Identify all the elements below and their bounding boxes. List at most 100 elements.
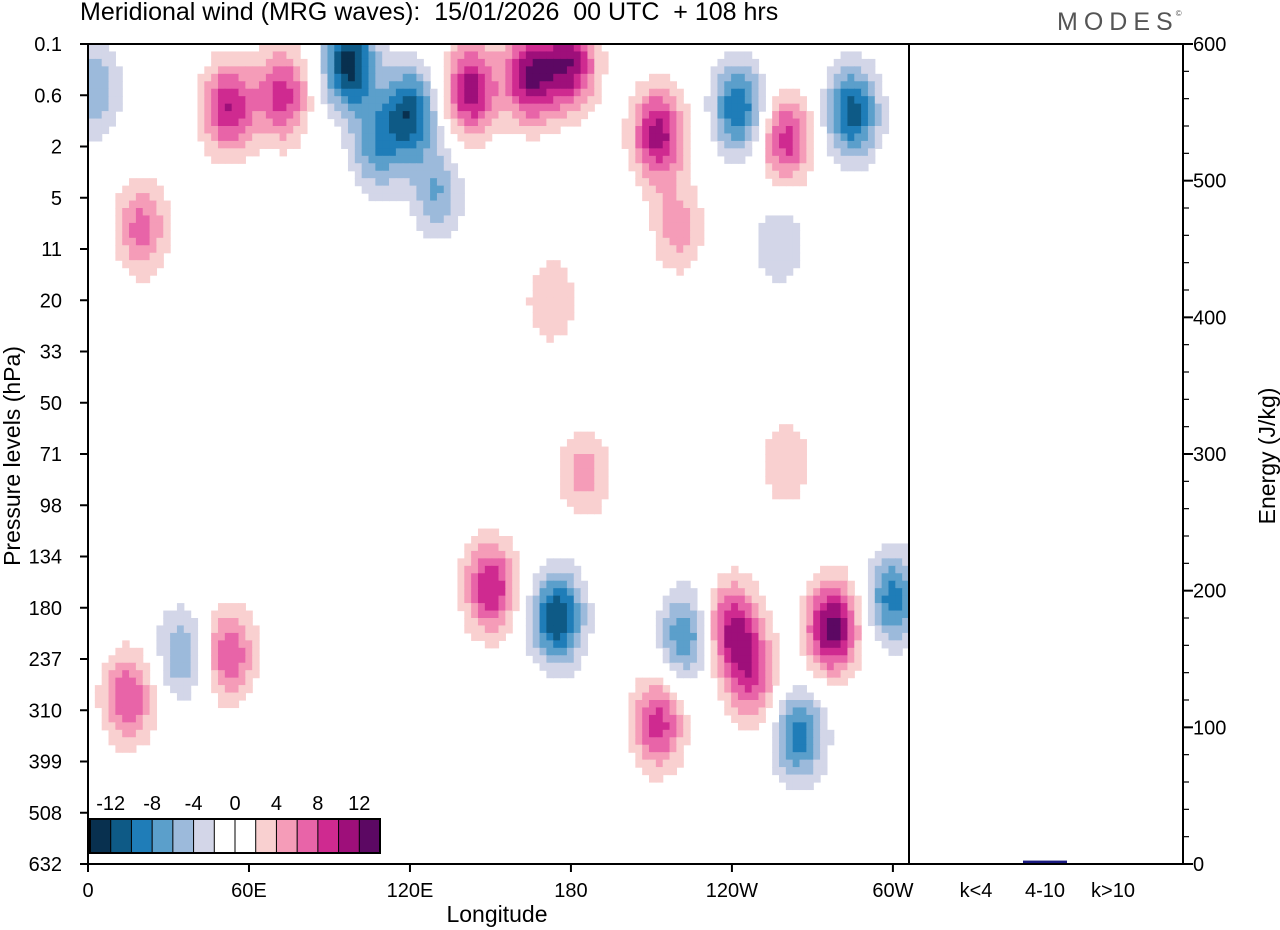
- field-cell: [881, 573, 890, 582]
- field-cell: [635, 88, 643, 97]
- field-cell: [491, 580, 500, 589]
- field-cell: [532, 290, 541, 299]
- field-cell: [806, 729, 814, 738]
- field-cell: [122, 655, 130, 664]
- field-cell: [88, 81, 96, 90]
- field-cell: [717, 140, 725, 149]
- field-cell: [737, 595, 746, 604]
- field-cell: [471, 111, 479, 120]
- field-cell: [519, 103, 527, 112]
- field-cell: [402, 170, 411, 179]
- field-cell: [368, 51, 376, 60]
- field-cell: [566, 498, 575, 507]
- field-cell: [874, 96, 883, 105]
- field-cell: [799, 140, 807, 149]
- energy-bar: [1023, 860, 1067, 864]
- field-cell: [560, 96, 568, 105]
- field-cell: [135, 200, 144, 209]
- field-cell: [765, 647, 773, 656]
- field-cell: [293, 44, 301, 53]
- field-cell: [464, 58, 472, 67]
- field-cell: [176, 640, 185, 649]
- field-cell: [717, 588, 725, 597]
- field-cell: [854, 155, 862, 164]
- field-cell: [368, 73, 376, 82]
- field-cell: [238, 118, 246, 127]
- field-cell: [416, 81, 424, 90]
- field-cell: [477, 610, 486, 619]
- field-cell: [546, 118, 554, 127]
- field-cell: [573, 662, 582, 671]
- field-cell: [176, 662, 185, 671]
- field-cell: [717, 640, 725, 649]
- field-cell: [505, 126, 513, 135]
- field-cell: [450, 200, 459, 209]
- field-cell: [731, 118, 739, 127]
- field-cell: [847, 111, 855, 120]
- field-cell: [560, 312, 568, 321]
- field-cell: [491, 528, 500, 537]
- field-cell: [163, 632, 171, 641]
- field-cell: [560, 655, 568, 664]
- field-cell: [361, 103, 370, 112]
- field-cell: [402, 148, 411, 157]
- field-cell: [649, 133, 657, 142]
- field-cell: [751, 625, 760, 634]
- field-cell: [676, 133, 684, 142]
- field-cell: [395, 163, 404, 172]
- field-cell: [573, 491, 582, 500]
- field-cell: [724, 118, 732, 127]
- field-cell: [101, 103, 110, 112]
- field-cell: [737, 96, 746, 105]
- field-cell: [874, 140, 883, 149]
- field-cell: [649, 685, 657, 694]
- field-cell: [211, 51, 219, 60]
- field-cell: [833, 640, 842, 649]
- field-cell: [341, 51, 349, 60]
- field-cell: [690, 603, 698, 612]
- field-cell: [792, 118, 801, 127]
- field-cell: [211, 133, 219, 142]
- field-cell: [649, 118, 657, 127]
- field-cell: [765, 118, 773, 127]
- field-cell: [279, 133, 288, 142]
- field-cell: [361, 126, 370, 135]
- field-cell: [587, 81, 595, 90]
- field-cell: [792, 126, 801, 135]
- field-cell: [238, 88, 246, 97]
- field-cell: [772, 476, 780, 485]
- field-cell: [566, 58, 575, 67]
- field-cell: [655, 200, 664, 209]
- field-cell: [560, 662, 568, 671]
- field-cell: [874, 118, 883, 127]
- field-cell: [532, 51, 541, 60]
- field-cell: [580, 603, 589, 612]
- field-cell: [505, 51, 513, 60]
- field-cell: [867, 111, 876, 120]
- field-cell: [505, 103, 513, 112]
- field-cell: [751, 618, 760, 627]
- field-cell: [546, 58, 554, 67]
- field-cell: [122, 200, 130, 209]
- field-cell: [224, 610, 233, 619]
- field-cell: [847, 580, 855, 589]
- field-cell: [731, 603, 739, 612]
- field-cell: [560, 58, 568, 67]
- field-cell: [765, 625, 773, 634]
- field-cell: [512, 603, 520, 612]
- field-cell: [231, 148, 240, 157]
- field-cell: [539, 118, 547, 127]
- field-cell: [833, 133, 842, 142]
- field-cell: [840, 51, 849, 60]
- field-cell: [799, 744, 807, 753]
- field-cell: [737, 640, 746, 649]
- field-cell: [361, 170, 370, 179]
- field-cell: [635, 140, 643, 149]
- field-cell: [724, 133, 732, 142]
- field-cell: [471, 536, 479, 545]
- field-cell: [135, 722, 144, 731]
- field-cell: [799, 752, 807, 761]
- field-cell: [238, 692, 246, 701]
- field-cell: [772, 767, 780, 776]
- field-cell: [642, 81, 650, 90]
